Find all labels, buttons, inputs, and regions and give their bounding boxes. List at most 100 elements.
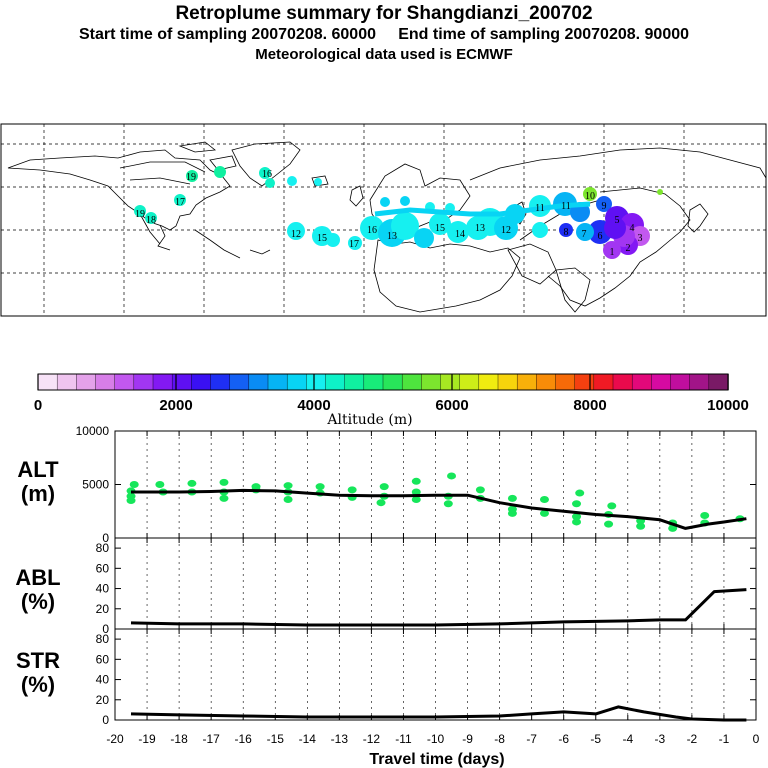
y-tick-label: 80 xyxy=(96,541,110,555)
altitude-scatter-point xyxy=(155,481,165,488)
colorbar-cell xyxy=(37,373,58,391)
y-tick-label: 5000 xyxy=(82,478,109,492)
plume-marker xyxy=(314,178,322,186)
y-tick-label: 20 xyxy=(96,693,110,707)
plume-marker xyxy=(348,236,362,250)
colorbar-cell xyxy=(574,373,595,391)
plume-day-label: 2 xyxy=(626,243,631,254)
plume-marker xyxy=(657,189,663,195)
plume-day-label: 13 xyxy=(387,231,397,242)
colorbar-cell xyxy=(191,373,212,391)
x-tick-label: -7 xyxy=(526,732,537,746)
y-tick-label: 0 xyxy=(102,622,109,636)
altitude-scatter-point xyxy=(507,509,517,517)
alt-label-1: ALT xyxy=(17,457,59,482)
plume-marker xyxy=(186,170,198,182)
colorbar-cell xyxy=(344,373,365,391)
altitude-scatter-point xyxy=(507,494,517,502)
altitude-scatter-point xyxy=(475,486,485,494)
colorbar-cell xyxy=(114,373,135,391)
plume-marker xyxy=(604,217,626,239)
str-label-1: STR xyxy=(16,648,60,673)
plume-day-label: 4 xyxy=(630,223,635,234)
y-tick-label: 20 xyxy=(96,602,110,616)
x-tick-label: -6 xyxy=(558,732,569,746)
colorbar-cell xyxy=(516,373,538,391)
x-tick-label: -10 xyxy=(427,732,445,746)
y-tick-label: 0 xyxy=(102,531,109,545)
alt-label-2: (m) xyxy=(21,481,55,506)
altitude-scatter-point xyxy=(572,513,582,521)
series-line-abl xyxy=(130,588,747,627)
x-tick-label: -16 xyxy=(235,732,253,746)
altitude-scatter-point xyxy=(379,483,389,491)
altitude-scatter-point xyxy=(575,489,585,497)
altitude-scatter-point xyxy=(607,502,617,510)
plume-marker xyxy=(380,197,390,207)
colorbar-tick-label: 10000 xyxy=(707,397,749,414)
plume-day-label: 16 xyxy=(262,169,272,180)
plume-marker xyxy=(326,233,340,247)
colorbar-cell xyxy=(363,373,384,391)
colorbar-cell xyxy=(76,373,97,391)
plume-marker xyxy=(447,221,469,243)
colorbar-cell xyxy=(56,373,78,391)
colorbar-cell xyxy=(133,373,154,391)
colorbar-cell xyxy=(229,373,250,391)
plume-marker xyxy=(265,178,275,188)
y-tick-label: 40 xyxy=(96,673,110,687)
x-tick-label: -15 xyxy=(267,732,285,746)
series-line-alt xyxy=(131,488,747,530)
colorbar-cell xyxy=(171,373,193,391)
plume-day-label: 14 xyxy=(455,229,465,240)
colorbar-cell xyxy=(267,373,288,391)
colorbar-cell xyxy=(401,373,423,391)
title-line-1: Retroplume summary for Shangdianzi_20070… xyxy=(175,3,593,24)
plume-day-label: 1 xyxy=(610,247,615,258)
plume-day-label: 19 xyxy=(186,172,196,183)
plume-marker xyxy=(603,241,621,259)
plume-marker xyxy=(576,223,594,241)
plume-marker xyxy=(391,212,419,240)
plume-marker xyxy=(287,222,305,240)
x-tick-label: -19 xyxy=(138,732,156,746)
plume-marker xyxy=(174,194,186,206)
abl-label-2: (%) xyxy=(21,589,55,614)
plume-day-label: 17 xyxy=(349,239,359,250)
colorbar-cell xyxy=(651,373,672,391)
plume-day-label: 17 xyxy=(175,197,185,208)
y-tick-label: 60 xyxy=(96,561,110,575)
altitude-scatter-point xyxy=(315,483,325,491)
altitude-scatter-point xyxy=(219,494,229,502)
x-tick-label: -8 xyxy=(494,732,505,746)
plume-day-label: 19 xyxy=(135,209,145,220)
altitude-scatter-point xyxy=(129,481,139,488)
altitude-scatter-point xyxy=(636,522,646,530)
plume-marker xyxy=(214,166,226,178)
altitude-scatter-point xyxy=(700,512,710,520)
altitude-scatter-point xyxy=(539,495,549,503)
colorbar-cell xyxy=(459,373,480,391)
altitude-scatter-point xyxy=(187,479,197,487)
colorbar-cell xyxy=(708,373,729,391)
plume-day-label: 11 xyxy=(535,203,545,214)
x-tick-label: -14 xyxy=(299,732,317,746)
series-line-str xyxy=(130,705,747,722)
altitude-colorbar: 0 2000 4000 6000 8000 10000 Altitude (m) xyxy=(34,373,749,428)
altitude-scatter-point xyxy=(347,486,357,494)
plume-day-label: 12 xyxy=(501,225,511,236)
altitude-scatter-point xyxy=(447,472,457,480)
plume-marker xyxy=(583,187,597,201)
colorbar-cell xyxy=(612,373,633,391)
plume-marker xyxy=(532,222,548,238)
x-tick-label: -18 xyxy=(170,732,188,746)
plume-marker xyxy=(287,176,297,186)
x-tick-label: -12 xyxy=(363,732,381,746)
colorbar-cell xyxy=(248,373,269,391)
colorbar-tick-label: 6000 xyxy=(435,397,468,414)
panel-abl: 0 20 40 60 80 xyxy=(96,537,757,636)
altitude-scatter-point xyxy=(572,518,582,526)
colorbar-cell xyxy=(440,373,461,391)
